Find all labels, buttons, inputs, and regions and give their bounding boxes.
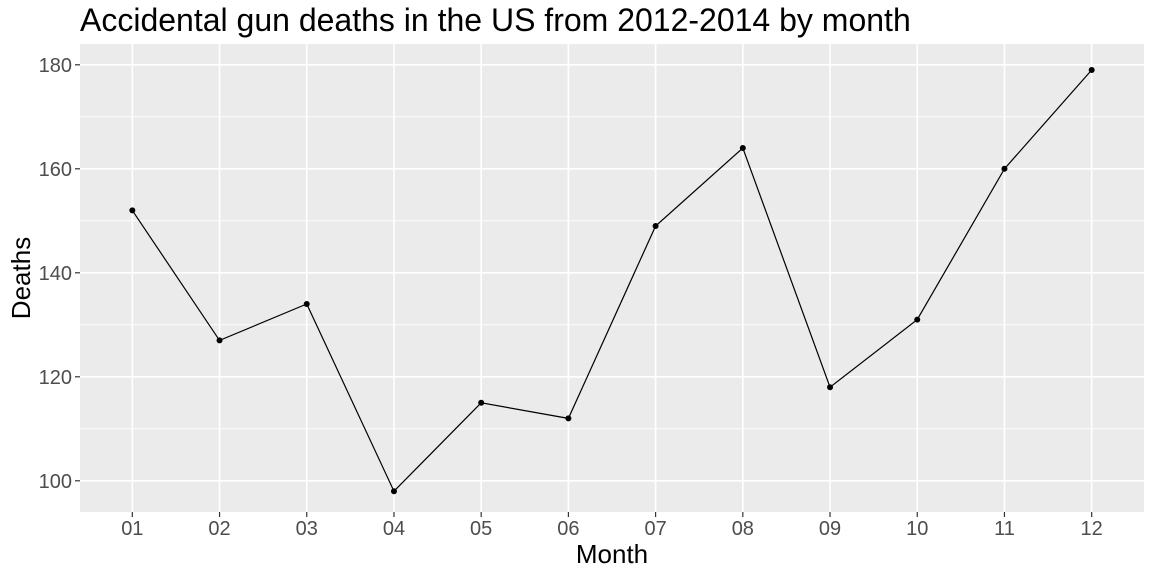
plot-panel (80, 44, 1144, 512)
x-tick-label: 07 (644, 518, 666, 540)
data-point (827, 384, 834, 391)
tick-labels: 100 120 140 160 180 01 02 03 04 05 06 07 08 09 10 11 12 (39, 55, 1103, 540)
y-tick-label: 120 (39, 367, 72, 389)
x-tick-label: 11 (994, 518, 1015, 540)
series-layer (129, 67, 1095, 495)
data-point (1001, 165, 1008, 172)
axis-ticks (75, 64, 1093, 517)
chart-title: Accidental gun deaths in the US from 201… (80, 2, 911, 38)
data-point (216, 337, 223, 344)
x-tick-label: 12 (1081, 518, 1103, 540)
y-tick-label: 160 (39, 159, 72, 181)
x-tick-label: 10 (906, 518, 928, 540)
x-tick-label: 05 (470, 518, 492, 540)
x-tick-label: 03 (296, 518, 318, 540)
x-tick-label: 02 (208, 518, 230, 540)
data-point (1088, 67, 1095, 73)
data-point (652, 223, 659, 229)
y-axis-title: Deaths (6, 237, 36, 319)
data-point (478, 399, 485, 406)
y-tick-label: 100 (39, 471, 72, 493)
data-point (565, 415, 572, 422)
series-line (131, 69, 1093, 493)
data-point (129, 207, 136, 214)
y-tick-label: 180 (39, 55, 72, 77)
grid-lines (80, 44, 1144, 512)
x-tick-label: 04 (383, 518, 405, 540)
data-point (739, 145, 746, 151)
data-point (303, 301, 310, 307)
data-point (914, 316, 921, 323)
data-point (390, 488, 397, 495)
x-tick-label: 09 (819, 518, 841, 540)
x-tick-label: 01 (121, 518, 143, 540)
x-tick-label: 08 (732, 518, 754, 540)
y-tick-label: 140 (39, 263, 72, 285)
x-axis-title: Month (576, 539, 648, 569)
x-tick-label: 06 (557, 518, 579, 540)
